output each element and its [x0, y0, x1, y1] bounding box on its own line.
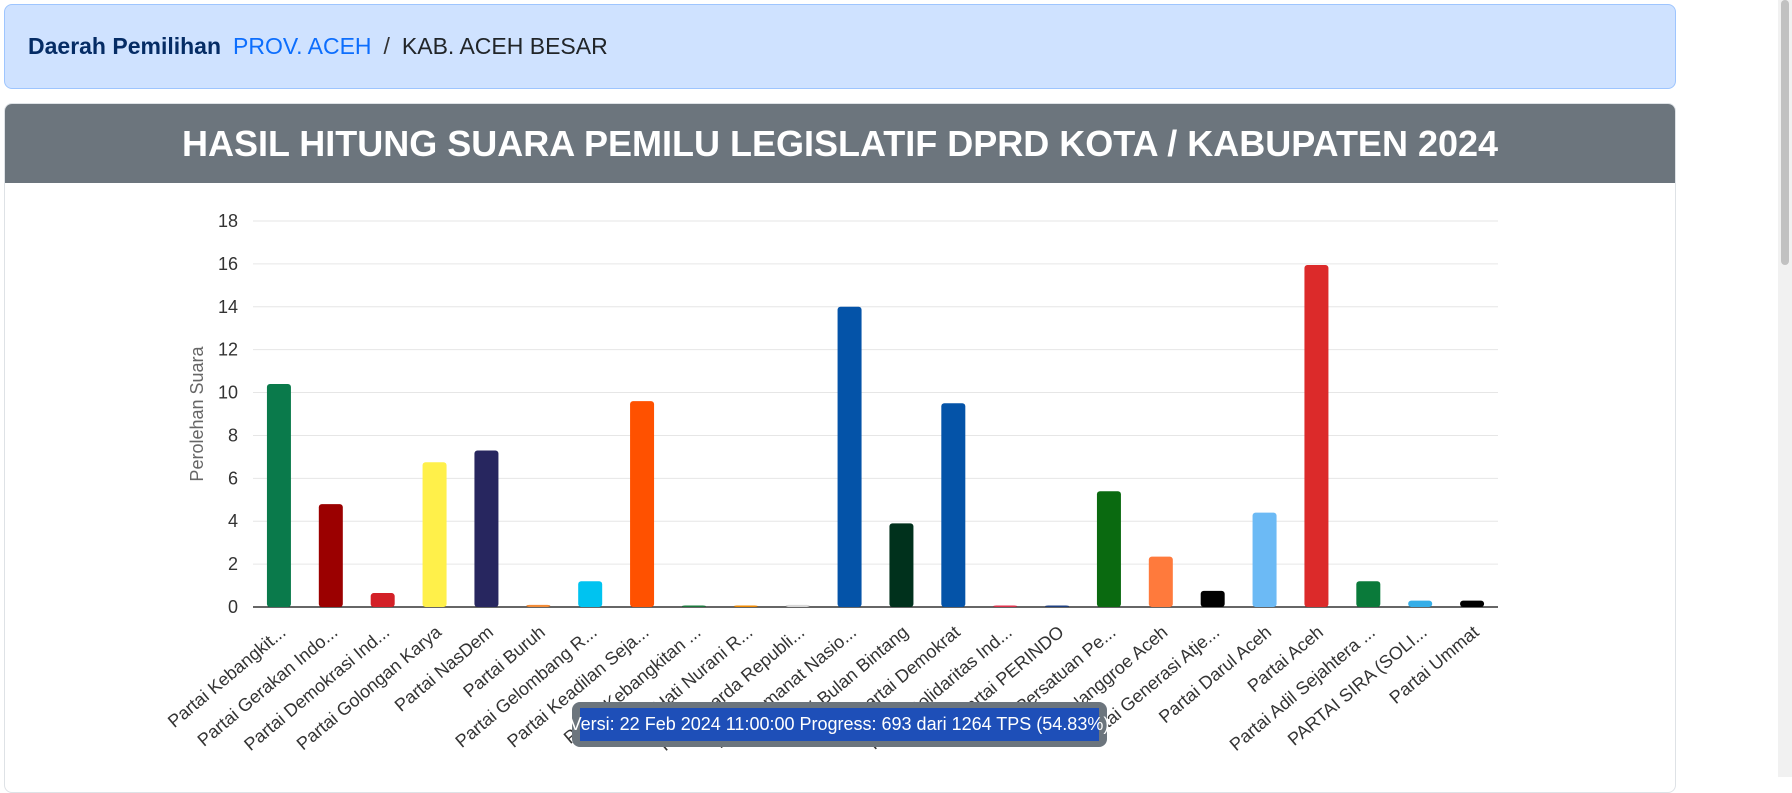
- breadcrumb-label: Daerah Pemilihan: [28, 33, 222, 59]
- bar: [941, 403, 966, 607]
- bar: [1252, 512, 1277, 607]
- bar: [578, 581, 603, 607]
- bar: [422, 462, 447, 607]
- y-tick-label: 16: [218, 254, 238, 274]
- bar: [1045, 605, 1070, 607]
- y-tick-label: 10: [218, 383, 238, 403]
- progress-tooltip: Versi: 22 Feb 2024 11:00:00 Progress: 69…: [570, 702, 1109, 747]
- bar: [266, 383, 291, 607]
- bar: [1356, 581, 1381, 607]
- bar: [733, 605, 758, 607]
- page-title: HASIL HITUNG SUARA PEMILU LEGISLATIF DPR…: [5, 104, 1675, 183]
- bar: [785, 604, 810, 607]
- scrollbar[interactable]: [1778, 0, 1792, 777]
- bar: [318, 504, 343, 607]
- progress-text: Versi: 22 Feb 2024 11:00:00 Progress: 69…: [570, 708, 1109, 741]
- x-tick-label: Partai Ummat: [1385, 622, 1482, 708]
- bar: [889, 523, 914, 607]
- bar: [474, 450, 499, 607]
- breadcrumb-link-province[interactable]: PROV. ACEH: [233, 33, 372, 59]
- bar: [526, 604, 551, 607]
- bar: [630, 401, 655, 607]
- y-tick-label: 18: [218, 211, 238, 231]
- scrollbar-thumb[interactable]: [1781, 0, 1789, 265]
- breadcrumb-separator: /: [383, 33, 390, 59]
- y-tick-label: 14: [218, 297, 238, 317]
- results-card: HASIL HITUNG SUARA PEMILU LEGISLATIF DPR…: [4, 103, 1676, 793]
- bar: [1148, 556, 1173, 607]
- bar: [837, 306, 862, 607]
- bar: [993, 605, 1018, 607]
- bar: [370, 593, 395, 607]
- bar: [1460, 600, 1485, 607]
- y-axis-label: Perolehan Suara: [187, 345, 207, 481]
- bar: [1200, 590, 1225, 607]
- y-tick-label: 12: [218, 340, 238, 360]
- bar: [1408, 600, 1433, 607]
- breadcrumb: Daerah Pemilihan PROV. ACEH / KAB. ACEH …: [4, 4, 1676, 89]
- bar: [1304, 264, 1329, 607]
- y-tick-label: 2: [228, 554, 238, 574]
- breadcrumb-current-regency: KAB. ACEH BESAR: [401, 33, 608, 59]
- y-tick-label: 0: [228, 597, 238, 617]
- bar: [1096, 491, 1121, 607]
- y-tick-label: 8: [228, 425, 238, 445]
- y-tick-label: 6: [228, 468, 238, 488]
- bar: [681, 605, 706, 607]
- y-tick-label: 4: [228, 511, 238, 531]
